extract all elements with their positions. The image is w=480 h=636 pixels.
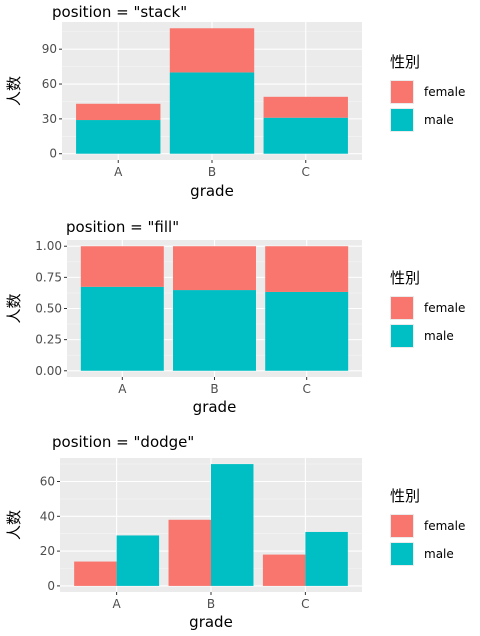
chart-panel-fill: position = "fill" 0.00 0.25 0.50 0.75 1.00 A B C… xyxy=(5,218,465,416)
bar-male-B xyxy=(173,290,256,371)
legend: 性別 female male xyxy=(390,269,465,348)
y-axis-title: 人数 xyxy=(5,293,23,323)
bar-female-A xyxy=(80,246,164,287)
bar-male-A xyxy=(116,535,160,586)
x-axis-title: grade xyxy=(189,613,233,631)
x-tick-label: B xyxy=(207,597,215,611)
y-tick-label: 60 xyxy=(42,77,57,91)
bar-female-B xyxy=(169,28,255,73)
legend-label-male: male xyxy=(424,113,454,127)
y-tick-label: 90 xyxy=(42,42,57,56)
bar-female-B xyxy=(168,519,211,586)
legend-label-male: male xyxy=(424,547,454,561)
y-tick-label: 0.00 xyxy=(35,364,62,378)
legend-key-male xyxy=(391,109,413,131)
legend-title: 性別 xyxy=(390,269,420,287)
bar-female-A xyxy=(74,561,117,586)
legend-title: 性別 xyxy=(390,53,420,71)
y-tick-label: 30 xyxy=(42,112,57,126)
bar-male-B xyxy=(169,72,255,154)
x-tick-label: B xyxy=(208,165,216,179)
bar-male-C xyxy=(263,117,348,154)
y-tick-label: 0.75 xyxy=(35,270,62,284)
bar-female-C xyxy=(263,96,348,118)
legend-key-female xyxy=(391,515,413,537)
y-tick-label: 0 xyxy=(49,147,57,161)
y-tick-label: 40 xyxy=(40,509,55,523)
y-tick-label: 60 xyxy=(40,474,55,488)
x-tick-label: A xyxy=(114,165,123,179)
bar-male-B xyxy=(211,464,254,586)
legend-label-female: female xyxy=(424,85,465,99)
bar-female-C xyxy=(265,246,349,292)
chart-title: position = "dodge" xyxy=(52,433,194,451)
bar-female-B xyxy=(173,246,256,291)
bar-male-C xyxy=(305,531,348,586)
bar-male-A xyxy=(80,286,164,371)
x-tick-label: C xyxy=(302,165,310,179)
bar-male-A xyxy=(76,120,161,154)
y-tick-label: 20 xyxy=(40,544,55,558)
legend-key-female xyxy=(391,297,413,319)
y-tick-label: 0 xyxy=(47,579,55,593)
legend: 性別 female male xyxy=(390,53,465,132)
y-axis-title: 人数 xyxy=(5,76,23,106)
x-tick-label: C xyxy=(301,597,309,611)
chart-title: position = "fill" xyxy=(66,218,179,236)
x-tick-label: C xyxy=(302,382,310,396)
x-axis-title: grade xyxy=(190,182,234,200)
bar-female-C xyxy=(262,554,306,586)
legend: 性別 female male xyxy=(390,487,465,566)
y-tick-label: 0.50 xyxy=(35,302,62,316)
bar-male-C xyxy=(265,291,349,371)
legend-key-female xyxy=(391,81,413,103)
y-tick-label: 0.25 xyxy=(35,333,62,347)
legend-key-male xyxy=(391,325,413,347)
legend-label-female: female xyxy=(424,519,465,533)
bar-female-A xyxy=(76,103,161,121)
legend-label-male: male xyxy=(424,329,454,343)
chart-title: position = "stack" xyxy=(52,3,187,21)
legend-title: 性別 xyxy=(390,487,420,505)
x-tick-label: A xyxy=(118,382,127,396)
y-tick-label: 1.00 xyxy=(35,239,62,253)
y-axis-title: 人数 xyxy=(5,510,23,540)
legend-key-male xyxy=(391,543,413,565)
x-tick-label: B xyxy=(210,382,218,396)
x-tick-label: A xyxy=(113,597,122,611)
legend-label-female: female xyxy=(424,301,465,315)
x-axis-title: grade xyxy=(193,398,237,416)
